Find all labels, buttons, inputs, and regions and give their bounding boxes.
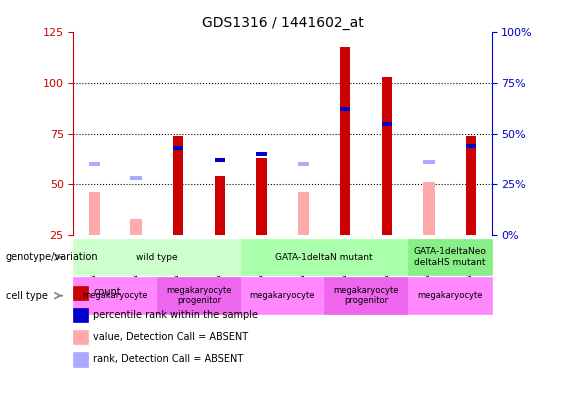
Bar — [466, 144, 476, 148]
Bar — [131, 219, 142, 235]
Bar — [89, 192, 100, 235]
Text: value, Detection Call = ABSENT: value, Detection Call = ABSENT — [93, 332, 249, 342]
Text: wild type: wild type — [136, 253, 178, 262]
Bar — [340, 47, 350, 235]
Text: megakaryocyte
progenitor: megakaryocyte progenitor — [333, 286, 399, 305]
Text: rank, Detection Call = ABSENT: rank, Detection Call = ABSENT — [93, 354, 244, 364]
Text: megakaryocyte
progenitor: megakaryocyte progenitor — [166, 286, 232, 305]
Text: GATA-1deltaN mutant: GATA-1deltaN mutant — [276, 253, 373, 262]
Bar — [382, 77, 392, 235]
Bar — [173, 146, 183, 150]
Text: count: count — [93, 288, 121, 297]
Bar — [215, 176, 225, 235]
Bar — [257, 152, 267, 156]
Bar — [423, 182, 434, 235]
Bar — [298, 192, 309, 235]
Text: percentile rank within the sample: percentile rank within the sample — [93, 310, 258, 320]
Bar — [215, 158, 225, 162]
Text: GATA-1deltaNeo
deltaHS mutant: GATA-1deltaNeo deltaHS mutant — [414, 247, 486, 267]
Text: cell type: cell type — [6, 291, 47, 301]
Bar — [382, 122, 392, 126]
Bar — [131, 176, 142, 180]
Text: megakaryocyte: megakaryocyte — [250, 291, 315, 300]
Text: megakaryocyte: megakaryocyte — [417, 291, 483, 300]
Bar — [298, 162, 309, 166]
Bar — [173, 136, 183, 235]
Bar — [257, 158, 267, 235]
Text: megakaryocyte: megakaryocyte — [82, 291, 148, 300]
Bar — [340, 107, 350, 111]
Text: genotype/variation: genotype/variation — [6, 252, 98, 262]
Text: GDS1316 / 1441602_at: GDS1316 / 1441602_at — [202, 16, 363, 30]
Bar — [423, 160, 434, 164]
Bar — [466, 136, 476, 235]
Bar — [89, 162, 100, 166]
